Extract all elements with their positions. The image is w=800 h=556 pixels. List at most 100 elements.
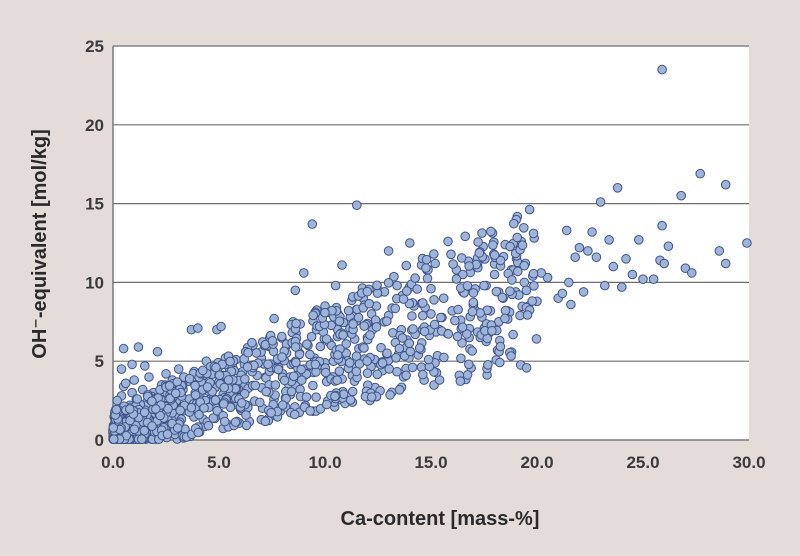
data-point — [147, 396, 157, 407]
x-tick-label: 10.0 — [308, 453, 341, 472]
data-point — [112, 395, 122, 406]
data-point — [495, 357, 505, 368]
data-point — [621, 253, 631, 264]
data-point — [500, 313, 510, 324]
data-point — [347, 386, 358, 397]
data-point — [322, 399, 332, 410]
data-point — [371, 322, 382, 332]
data-point — [377, 358, 388, 368]
data-point — [495, 255, 506, 266]
data-point — [199, 403, 209, 413]
data-point — [714, 246, 725, 256]
data-point — [483, 360, 493, 370]
data-point — [455, 376, 466, 387]
data-point — [408, 324, 418, 334]
data-point — [513, 266, 523, 277]
data-point — [364, 298, 375, 309]
data-point — [489, 269, 500, 280]
data-point — [479, 280, 489, 291]
data-point — [184, 373, 195, 384]
data-point — [250, 380, 261, 391]
data-point — [542, 272, 553, 283]
data-point — [458, 269, 468, 280]
x-tick-label: 0.0 — [101, 453, 125, 472]
data-point — [296, 375, 307, 386]
data-point — [407, 362, 418, 373]
data-point — [320, 307, 330, 318]
data-point — [508, 329, 518, 340]
data-point — [464, 261, 474, 271]
data-point — [600, 280, 610, 291]
data-point — [438, 293, 449, 304]
data-points — [108, 64, 752, 445]
data-point — [202, 382, 213, 392]
data-point — [332, 375, 342, 386]
data-point — [528, 228, 539, 239]
data-point — [462, 329, 472, 339]
data-point — [453, 304, 463, 315]
data-point — [251, 348, 262, 358]
data-point — [680, 263, 691, 274]
data-point — [401, 370, 411, 381]
data-point — [389, 271, 399, 282]
data-point — [456, 353, 466, 364]
data-point — [198, 365, 208, 376]
data-point — [522, 310, 533, 320]
data-point — [225, 356, 235, 367]
data-point — [211, 362, 221, 373]
data-point — [344, 358, 355, 368]
data-point — [289, 409, 300, 420]
data-point — [277, 352, 287, 362]
data-point — [118, 343, 129, 354]
data-point — [583, 246, 593, 256]
data-point — [299, 268, 309, 278]
data-point — [448, 259, 458, 269]
data-point — [426, 283, 436, 294]
data-point — [216, 321, 226, 332]
data-point — [491, 286, 502, 297]
data-point — [243, 347, 253, 358]
data-point — [531, 334, 542, 344]
data-point — [383, 246, 394, 256]
data-point — [412, 284, 423, 294]
data-point — [362, 356, 372, 366]
data-point — [372, 369, 383, 380]
data-point — [521, 363, 532, 373]
data-point — [687, 268, 697, 278]
data-point — [382, 348, 392, 359]
data-point — [527, 296, 538, 306]
data-point — [574, 242, 585, 253]
data-point — [634, 235, 644, 245]
x-tick-labels: 0.0 5.0 10.0 15.0 20.0 25.0 30.0 — [101, 453, 765, 472]
data-point — [529, 281, 539, 291]
data-point — [505, 241, 515, 252]
data-point — [190, 380, 200, 391]
data-point — [109, 434, 119, 445]
data-point — [341, 339, 352, 349]
data-point — [488, 240, 498, 250]
data-point — [418, 369, 428, 380]
data-point — [348, 319, 358, 329]
data-point — [116, 364, 127, 374]
data-point — [194, 409, 204, 420]
data-point — [627, 269, 638, 280]
data-point — [330, 391, 340, 402]
data-point — [401, 260, 412, 271]
data-point — [587, 227, 597, 237]
x-tick-label: 15.0 — [414, 453, 447, 472]
data-point — [405, 238, 415, 248]
data-point — [617, 282, 627, 292]
data-point — [385, 390, 395, 400]
data-point — [407, 311, 417, 321]
data-point — [147, 421, 157, 431]
data-point — [397, 333, 408, 343]
data-point — [334, 316, 345, 327]
data-point — [376, 342, 386, 353]
data-point — [247, 337, 257, 348]
data-point — [521, 285, 532, 296]
data-point — [161, 369, 171, 379]
data-point — [219, 382, 229, 393]
data-point — [486, 226, 496, 237]
data-point — [392, 280, 402, 291]
data-point — [429, 319, 440, 330]
